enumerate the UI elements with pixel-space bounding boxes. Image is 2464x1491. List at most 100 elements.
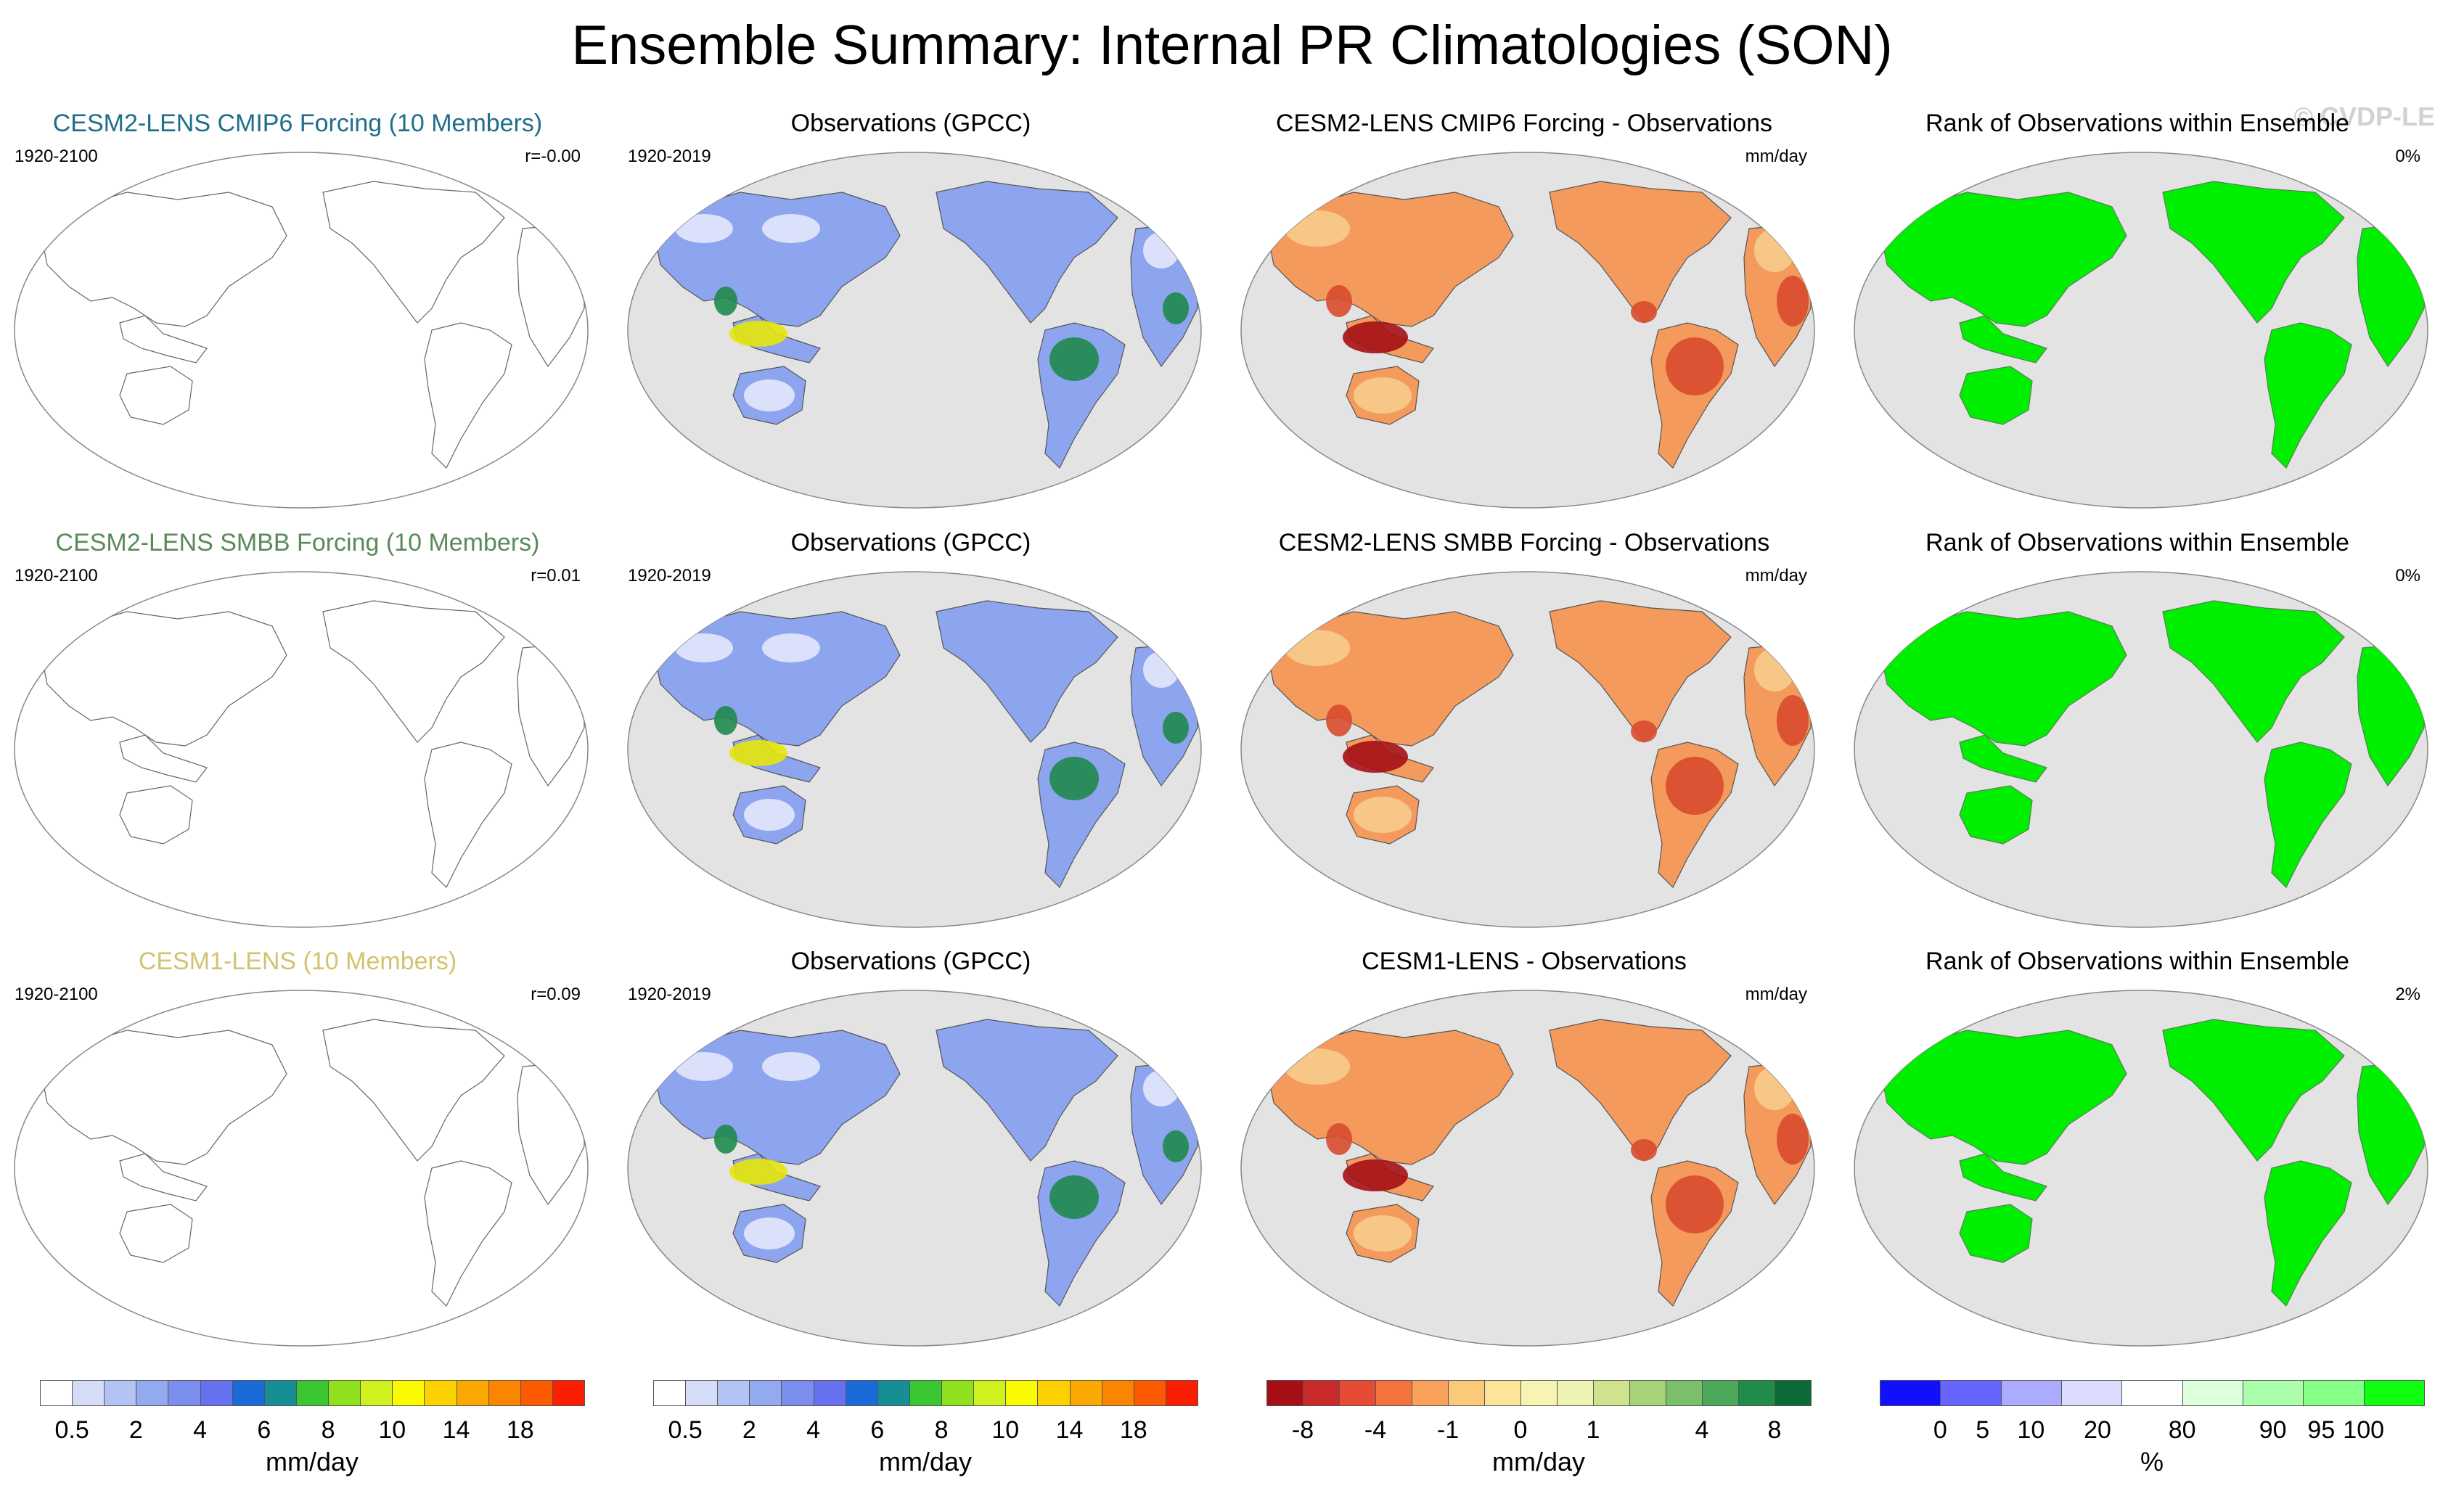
diff-strong-region bbox=[1777, 276, 1809, 326]
colorbar-swatch bbox=[1005, 1380, 1039, 1406]
continent-maritime bbox=[119, 1153, 208, 1202]
colorbar-tick-label: 80 bbox=[2168, 1416, 2196, 1444]
continent-maritime bbox=[1959, 1153, 2047, 1202]
panel-rank-row1: Rank of Observations within Ensemble 0% bbox=[1840, 109, 2435, 515]
continent-south-america bbox=[424, 322, 512, 469]
panel-years: 1920-2019 bbox=[628, 147, 711, 166]
panel-title: Rank of Observations within Ensemble bbox=[1925, 948, 2349, 975]
colorbar-tick-label: 2 bbox=[742, 1416, 756, 1444]
colorbar-swatch bbox=[1484, 1380, 1521, 1406]
colorbar-swatch bbox=[1165, 1380, 1198, 1406]
diff-weak-region bbox=[1354, 377, 1412, 414]
colorbar-unit: mm/day bbox=[1491, 1447, 1586, 1476]
colorbar-swatch bbox=[2121, 1380, 2183, 1406]
colorbar-swatch bbox=[1448, 1380, 1485, 1406]
panel-years: 1920-2100 bbox=[15, 147, 98, 166]
world-map bbox=[14, 152, 589, 509]
precip-dry-region bbox=[762, 214, 820, 243]
colorbar-unit: mm/day bbox=[265, 1447, 359, 1476]
colorbar-tick-label: 8 bbox=[321, 1416, 335, 1444]
diff-strong-region bbox=[1631, 301, 1657, 323]
panel-title: CESM2-LENS SMBB Forcing - Observations bbox=[1278, 529, 1770, 556]
colorbar-tick-label: 0.5 bbox=[54, 1416, 89, 1444]
precip-wet-region bbox=[729, 740, 787, 766]
world-map bbox=[1240, 571, 1815, 928]
colorbar-swatch bbox=[973, 1380, 1007, 1406]
panel-diff-row3: CESM1-LENS - Observations mm/day bbox=[1227, 947, 1822, 1353]
continent-greenland bbox=[489, 586, 534, 620]
diff-strong-region bbox=[1666, 337, 1724, 395]
colorbar-swatch bbox=[845, 1380, 878, 1406]
colorbar-swatch bbox=[1412, 1380, 1449, 1406]
colorbar-tick-label: 4 bbox=[193, 1416, 208, 1444]
panel-title: Observations (GPCC) bbox=[790, 948, 1031, 975]
panel-rank-row3: Rank of Observations within Ensemble 2% bbox=[1840, 947, 2435, 1353]
panel-title: CESM2-LENS SMBB Forcing (10 Members) bbox=[55, 529, 540, 556]
colorbar-tick-label: 4 bbox=[1695, 1416, 1709, 1444]
colorbar-tick-label: 0 bbox=[1513, 1416, 1528, 1444]
colorbar-model: mm/day 0.5 2 4 6 8 10 14 18 bbox=[40, 1380, 585, 1489]
colorbar-tick-label: 0.5 bbox=[668, 1416, 703, 1444]
panel-percent: 2% bbox=[2395, 985, 2420, 1004]
continent-maritime bbox=[119, 734, 208, 783]
colorbar-swatch bbox=[1133, 1380, 1166, 1406]
colorbar-rank: % 0 5 10 20 80 90 95 100 bbox=[1880, 1380, 2425, 1489]
colorbar-swatch bbox=[520, 1380, 553, 1406]
colorbar-swatch bbox=[295, 1380, 330, 1406]
colorbar-tick-label: 14 bbox=[1055, 1416, 1084, 1444]
continent-eurasia bbox=[1879, 1030, 2127, 1165]
precip-wet-region bbox=[714, 706, 737, 735]
diff-strong-region bbox=[1777, 695, 1809, 746]
panel-title: Observations (GPCC) bbox=[790, 529, 1031, 556]
precip-dry-region bbox=[1143, 1070, 1179, 1106]
panel-years: 1920-2019 bbox=[628, 566, 711, 586]
continent-north-america bbox=[1549, 181, 1732, 324]
colorbar-unit: % bbox=[2140, 1447, 2164, 1476]
colorbar-swatch bbox=[1702, 1380, 1739, 1406]
colorbar-tick-label: 18 bbox=[1119, 1416, 1147, 1444]
diff-weak-region bbox=[1354, 797, 1412, 833]
precip-wet-region bbox=[1163, 1130, 1189, 1162]
colorbar-swatch bbox=[2000, 1380, 2062, 1406]
colorbar-obs: mm/day 0.5 2 4 6 8 10 14 18 bbox=[653, 1380, 1198, 1489]
precip-wet-region bbox=[729, 1159, 787, 1185]
panel-correlation: r=0.01 bbox=[531, 566, 581, 586]
precip-wet-region bbox=[1049, 1175, 1099, 1219]
colorbar-tick-label: 2 bbox=[128, 1416, 143, 1444]
continent-north-america bbox=[936, 600, 1118, 743]
colorbar-swatch bbox=[168, 1380, 201, 1406]
continent-eurasia bbox=[39, 192, 287, 327]
colorbar-swatch bbox=[2061, 1380, 2123, 1406]
diff-weak-region bbox=[1285, 210, 1350, 247]
continent-australia bbox=[1959, 1204, 2033, 1263]
colorbar-swatch bbox=[552, 1380, 585, 1406]
continent-south-america bbox=[424, 742, 512, 889]
colorbar-swatch bbox=[328, 1380, 361, 1406]
panel-title: CESM2-LENS CMIP6 Forcing - Observations bbox=[1276, 110, 1772, 137]
diff-strong-region bbox=[1631, 1139, 1657, 1161]
continent-eurasia bbox=[39, 1030, 287, 1165]
continent-maritime bbox=[1959, 734, 2047, 783]
colorbar-swatch bbox=[685, 1380, 719, 1406]
colorbar-swatch bbox=[717, 1380, 750, 1406]
colorbar-swatch bbox=[2303, 1380, 2365, 1406]
colorbar-swatch bbox=[456, 1380, 489, 1406]
diff-strong-region bbox=[1326, 1123, 1352, 1155]
colorbar-tick-label: -4 bbox=[1364, 1416, 1387, 1444]
colorbar-swatch bbox=[200, 1380, 233, 1406]
continent-australia bbox=[1959, 785, 2033, 845]
colorbar-swatch bbox=[1069, 1380, 1102, 1406]
panel-title: Rank of Observations within Ensemble bbox=[1925, 529, 2349, 556]
continent-australia bbox=[1959, 366, 2033, 425]
continent-greenland bbox=[489, 1004, 534, 1038]
panel-percent: 0% bbox=[2395, 147, 2420, 166]
world-map bbox=[1854, 152, 2428, 509]
world-map bbox=[1240, 152, 1815, 509]
diff-strong-region bbox=[1326, 705, 1352, 736]
continent-greenland bbox=[489, 166, 534, 200]
diff-weak-region bbox=[1285, 630, 1350, 666]
continent-north-america bbox=[2162, 181, 2345, 324]
figure-title: Ensemble Summary: Internal PR Climatolog… bbox=[571, 15, 1893, 76]
colorbar-swatch bbox=[877, 1380, 910, 1406]
panel-model-row1: CESM2-LENS CMIP6 Forcing (10 Members) 19… bbox=[0, 109, 595, 515]
